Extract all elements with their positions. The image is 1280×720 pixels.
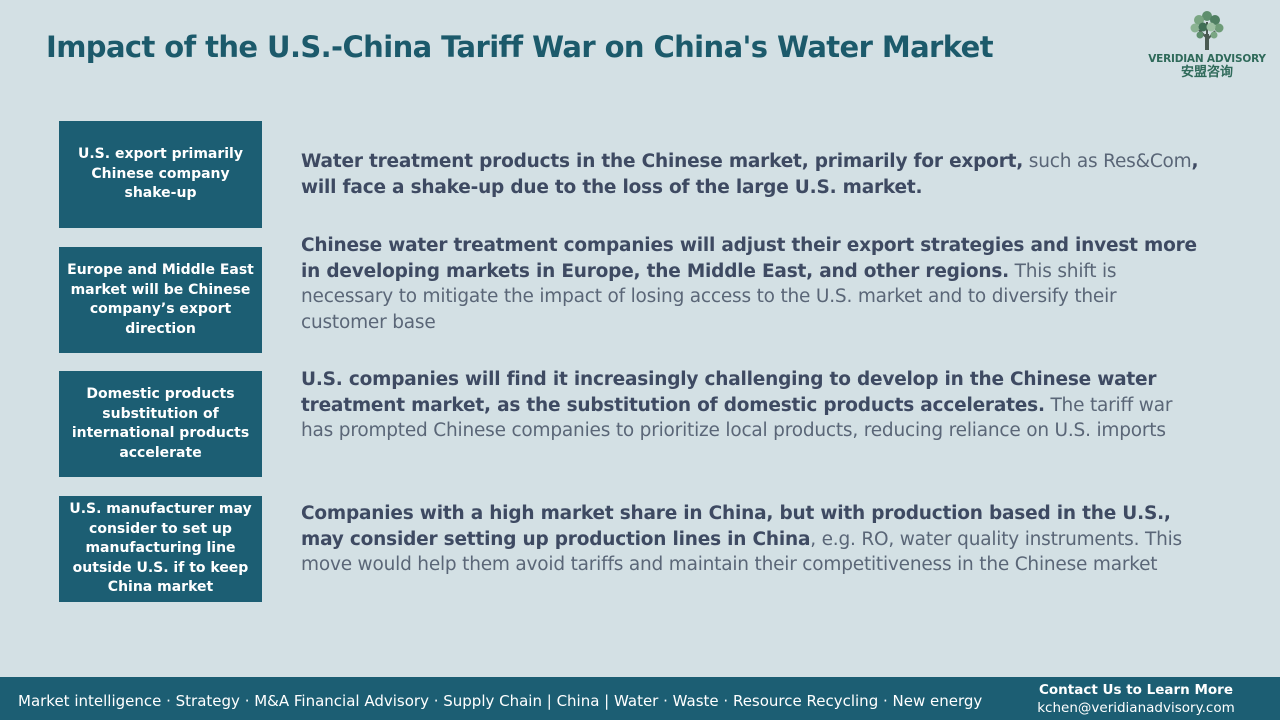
desc-2-normal: This shift is necessary to mitigate the …: [301, 260, 1117, 333]
impact-description-3: U.S. companies will find it increasingly…: [301, 367, 1201, 444]
footer-services-text: Market intelligence · Strategy · M&A Fin…: [18, 692, 983, 710]
impact-description-4: Companies with a high market share in Ch…: [301, 501, 1201, 578]
tree-icon: [1190, 11, 1224, 50]
impact-label-box-3: Domestic products substitution of intern…: [59, 371, 262, 477]
desc-1-bold-b: , will face a shake-up due to the loss o…: [301, 151, 1199, 198]
desc-4-normal: , e.g. RO, water quality instruments. Th…: [301, 528, 1182, 576]
company-logo[interactable]: VERIDIAN ADVISORY 安盟咨询: [1148, 8, 1266, 80]
footer-contact: Contact Us to Learn More kchen@veridiana…: [1026, 681, 1246, 717]
logo-company-name: VERIDIAN ADVISORY: [1148, 53, 1266, 65]
impact-label-box-2: Europe and Middle East market will be Ch…: [59, 247, 262, 353]
impact-label-box-1: U.S. export primarily Chinese company sh…: [59, 121, 262, 228]
contact-email-link[interactable]: kchen@veridianadvisory.com: [1037, 700, 1235, 716]
page-title: Impact of the U.S.-China Tariff War on C…: [46, 30, 994, 64]
desc-3-normal: The tariff war has prompted Chinese comp…: [301, 394, 1173, 442]
impact-description-1: Water treatment products in the Chinese …: [301, 149, 1201, 200]
desc-4-bold: Companies with a high market share in Ch…: [301, 503, 1171, 550]
desc-1-bold-a: Water treatment products in the Chinese …: [301, 151, 1024, 172]
desc-2-bold: Chinese water treatment companies will a…: [301, 235, 1197, 282]
desc-3-bold: U.S. companies will find it increasingly…: [301, 369, 1157, 416]
impact-description-2: Chinese water treatment companies will a…: [301, 233, 1201, 335]
footer-bar: Market intelligence · Strategy · M&A Fin…: [0, 677, 1280, 720]
logo-chinese-name: 安盟咨询: [1180, 65, 1233, 80]
desc-1-normal-a: such as Res&Com: [1023, 151, 1192, 172]
contact-cta-link[interactable]: Contact Us to Learn More: [1039, 682, 1233, 698]
impact-label-box-4: U.S. manufacturer may consider to set up…: [59, 496, 262, 602]
